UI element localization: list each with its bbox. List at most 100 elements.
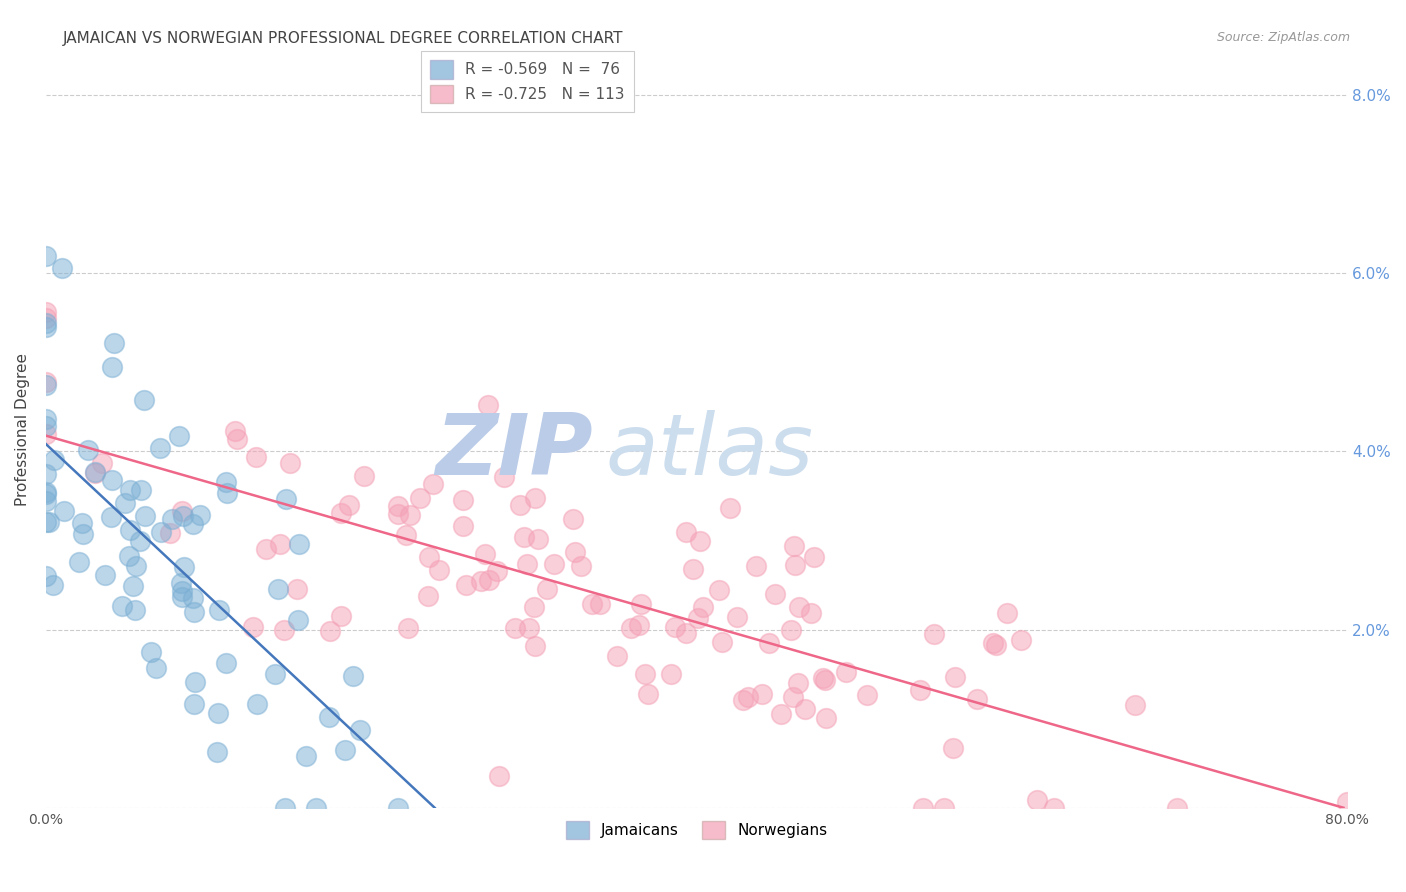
Point xyxy=(387,507,409,521)
Point xyxy=(688,611,710,625)
Point xyxy=(172,504,194,518)
Point xyxy=(782,539,804,553)
Point xyxy=(675,524,697,539)
Point xyxy=(485,565,508,579)
Point xyxy=(396,621,419,635)
Point xyxy=(835,665,858,680)
Point xyxy=(509,498,531,512)
Point xyxy=(337,498,360,512)
Point xyxy=(215,657,238,671)
Point xyxy=(103,336,125,351)
Point xyxy=(181,591,204,605)
Point xyxy=(333,743,356,757)
Text: atlas: atlas xyxy=(606,410,814,493)
Y-axis label: Professional Degree: Professional Degree xyxy=(15,352,30,506)
Point xyxy=(35,375,58,389)
Point xyxy=(664,620,686,634)
Point xyxy=(287,614,309,628)
Point xyxy=(589,598,612,612)
Point xyxy=(35,310,58,325)
Point xyxy=(288,537,311,551)
Point xyxy=(134,508,156,523)
Point xyxy=(329,609,352,624)
Point xyxy=(77,442,100,457)
Point xyxy=(254,541,277,556)
Point xyxy=(118,523,141,537)
Point xyxy=(217,485,239,500)
Point xyxy=(224,424,246,438)
Point xyxy=(543,557,565,571)
Point xyxy=(353,469,375,483)
Point xyxy=(523,599,546,614)
Point xyxy=(737,690,759,704)
Point xyxy=(67,556,90,570)
Point xyxy=(273,623,295,637)
Point xyxy=(477,398,499,412)
Point xyxy=(418,550,440,565)
Point xyxy=(319,624,342,638)
Point xyxy=(659,667,682,681)
Point xyxy=(718,501,741,516)
Point xyxy=(682,562,704,576)
Point xyxy=(793,702,815,716)
Point xyxy=(620,621,643,635)
Point xyxy=(606,648,628,663)
Point xyxy=(188,508,211,523)
Point xyxy=(342,669,364,683)
Point xyxy=(811,671,834,685)
Point xyxy=(35,493,58,508)
Point xyxy=(422,477,444,491)
Point xyxy=(246,698,269,712)
Point xyxy=(451,493,474,508)
Point xyxy=(305,801,328,815)
Point xyxy=(387,801,409,815)
Point xyxy=(269,537,291,551)
Point xyxy=(416,589,439,603)
Point xyxy=(943,670,966,684)
Text: JAMAICAN VS NORWEGIAN PROFESSIONAL DEGREE CORRELATION CHART: JAMAICAN VS NORWEGIAN PROFESSIONAL DEGRE… xyxy=(63,31,624,46)
Point xyxy=(274,801,297,815)
Point xyxy=(627,617,650,632)
Point xyxy=(503,621,526,635)
Point xyxy=(474,547,496,561)
Point xyxy=(814,711,837,725)
Point xyxy=(427,563,450,577)
Point xyxy=(581,597,603,611)
Point xyxy=(1125,698,1147,712)
Point xyxy=(207,706,229,721)
Point xyxy=(72,526,94,541)
Point xyxy=(172,509,194,524)
Point xyxy=(129,483,152,498)
Point xyxy=(72,516,94,530)
Point xyxy=(118,549,141,563)
Point xyxy=(942,741,965,756)
Text: ZIP: ZIP xyxy=(434,410,592,493)
Point xyxy=(215,475,238,490)
Point xyxy=(267,582,290,597)
Point xyxy=(527,532,550,546)
Point xyxy=(710,635,733,649)
Point xyxy=(295,748,318,763)
Point xyxy=(780,624,803,638)
Point xyxy=(205,745,228,759)
Point xyxy=(709,583,731,598)
Point xyxy=(769,707,792,722)
Point xyxy=(1010,632,1032,647)
Point xyxy=(183,674,205,689)
Point xyxy=(395,528,418,542)
Point xyxy=(908,683,931,698)
Legend: Jamaicans, Norwegians: Jamaicans, Norwegians xyxy=(560,814,834,846)
Point xyxy=(751,687,773,701)
Point xyxy=(517,621,540,635)
Point xyxy=(787,600,810,615)
Point xyxy=(981,636,1004,650)
Point xyxy=(83,466,105,480)
Point xyxy=(725,610,748,624)
Point xyxy=(911,801,934,815)
Point xyxy=(274,492,297,507)
Point xyxy=(516,558,538,572)
Point xyxy=(114,496,136,510)
Point xyxy=(692,599,714,614)
Point xyxy=(814,673,837,688)
Point xyxy=(456,578,478,592)
